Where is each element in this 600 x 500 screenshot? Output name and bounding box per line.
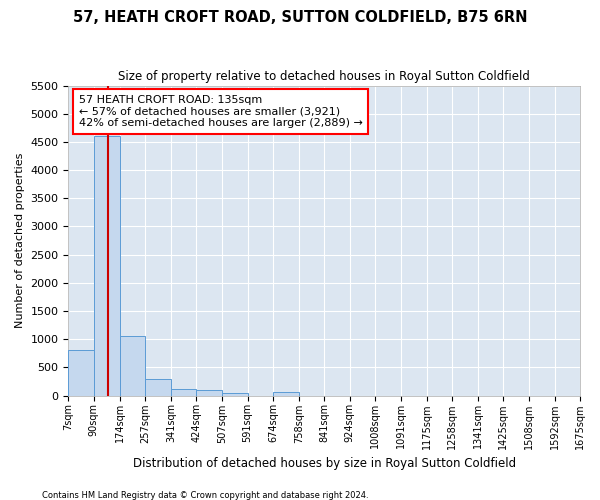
X-axis label: Distribution of detached houses by size in Royal Sutton Coldfield: Distribution of detached houses by size … <box>133 457 516 470</box>
Text: Contains HM Land Registry data © Crown copyright and database right 2024.: Contains HM Land Registry data © Crown c… <box>42 490 368 500</box>
Text: 57, HEATH CROFT ROAD, SUTTON COLDFIELD, B75 6RN: 57, HEATH CROFT ROAD, SUTTON COLDFIELD, … <box>73 10 527 25</box>
Title: Size of property relative to detached houses in Royal Sutton Coldfield: Size of property relative to detached ho… <box>118 70 530 83</box>
Bar <box>222 392 248 396</box>
Bar <box>68 350 94 396</box>
Bar <box>171 389 196 396</box>
Bar <box>196 390 222 396</box>
Bar <box>273 392 299 396</box>
Bar <box>94 136 119 396</box>
Y-axis label: Number of detached properties: Number of detached properties <box>15 153 25 328</box>
Text: 57 HEATH CROFT ROAD: 135sqm
← 57% of detached houses are smaller (3,921)
42% of : 57 HEATH CROFT ROAD: 135sqm ← 57% of det… <box>79 95 362 128</box>
Bar <box>119 336 145 396</box>
Bar <box>145 379 171 396</box>
